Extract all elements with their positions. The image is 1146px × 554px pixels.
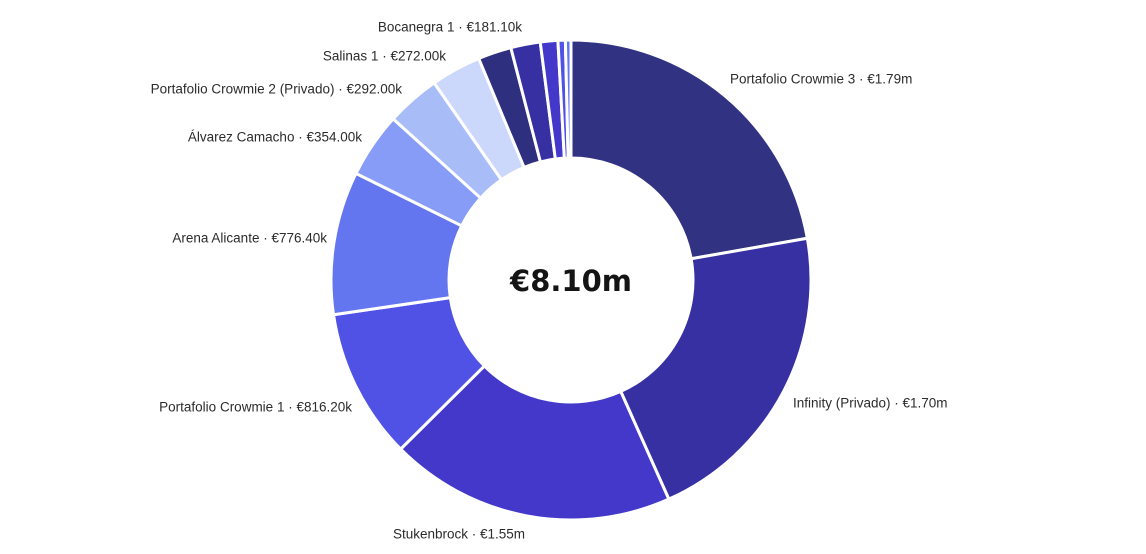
slice-label: Stukenbrock · €1.55m bbox=[393, 527, 525, 542]
slice-infinity-privado[interactable] bbox=[619, 236, 813, 501]
slices-group bbox=[329, 38, 813, 522]
slice-stukenbrock[interactable] bbox=[399, 364, 671, 522]
slice-minor-12[interactable] bbox=[563, 38, 573, 160]
slice-label: Bocanegra 1 · €181.10k bbox=[378, 20, 522, 35]
slice-label: Salinas 1 · €272.00k bbox=[323, 49, 446, 64]
total-value: €8.10m bbox=[509, 264, 632, 298]
slice-portafolio-crowmie-3[interactable] bbox=[569, 38, 809, 261]
labels-group: Portafolio Crowmie 3 · €1.79m Infinity (P… bbox=[151, 20, 948, 542]
slice-label: Portafolio Crowmie 3 · €1.79m bbox=[730, 72, 912, 87]
slice-label: Portafolio Crowmie 1 · €816.20k bbox=[159, 400, 352, 415]
slice-label: Arena Alicante · €776.40k bbox=[172, 231, 327, 246]
slice-label: Infinity (Privado) · €1.70m bbox=[793, 396, 948, 411]
slice-label: Portafolio Crowmie 2 (Privado) · €292.00… bbox=[151, 82, 403, 97]
slice-label: Álvarez Camacho · €354.00k bbox=[188, 130, 362, 145]
